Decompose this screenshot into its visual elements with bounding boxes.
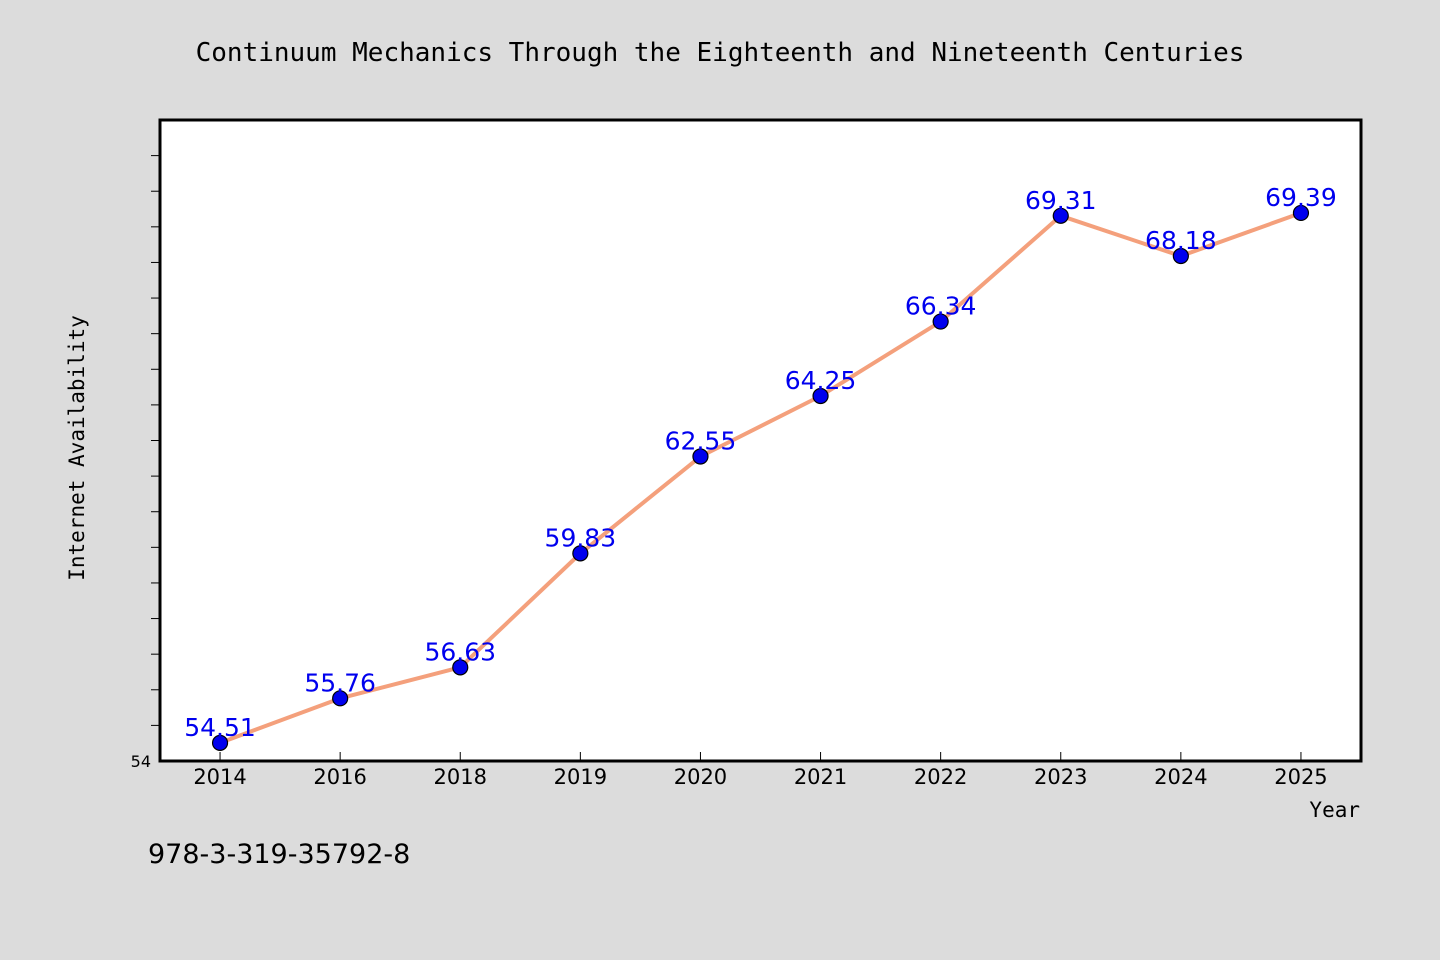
- isbn-text: 978-3-319-35792-8: [148, 839, 410, 870]
- x-tick-label: 2024: [1154, 765, 1207, 789]
- data-point: [452, 659, 469, 676]
- chart-title: Continuum Mechanics Through the Eighteen…: [196, 38, 1245, 68]
- x-tick-label: 2016: [313, 765, 366, 789]
- data-point: [1292, 204, 1310, 222]
- y-tick-label: 54: [131, 752, 151, 771]
- data-label: 54.51: [184, 713, 256, 742]
- data-point: [692, 448, 709, 465]
- data-point: [211, 734, 229, 751]
- x-tick-label: 2023: [1034, 765, 1087, 789]
- x-axis-label: Year: [1309, 798, 1360, 822]
- data-point: [812, 387, 829, 405]
- series-line-group: [219, 211, 1302, 745]
- x-axis-ticks: 2014 2016 2018 2019 2020 2021 2022 2023 2024 2025: [193, 752, 1328, 789]
- data-label: 66.34: [905, 292, 977, 321]
- plot-area: [158, 118, 1363, 763]
- data-label: 64.25: [785, 366, 857, 395]
- data-point: [1172, 247, 1189, 265]
- data-label: 59.83: [545, 523, 617, 552]
- data-point: [932, 313, 949, 330]
- x-tick-label: 2021: [794, 765, 847, 789]
- data-point: [332, 690, 349, 707]
- data-label: 69.31: [1025, 186, 1097, 215]
- x-tick-label: 2018: [434, 765, 487, 789]
- x-tick-label: 2022: [914, 765, 967, 789]
- data-label: 69.39: [1265, 183, 1337, 212]
- y-axis-label: Internet Availability: [65, 315, 89, 581]
- series-markers: [211, 204, 1310, 751]
- y-axis-ticks: 54: [131, 155, 160, 771]
- data-label: 62.55: [665, 427, 737, 456]
- data-labels: 54.51 55.76 56.63 59.83 62.55 64.25 66.34 69.31…: [184, 183, 1336, 742]
- x-tick-label: 2014: [193, 765, 246, 789]
- data-label: 68.18: [1145, 226, 1217, 255]
- series-line: [219, 211, 1302, 745]
- data-point: [1052, 207, 1069, 224]
- x-tick-label: 2025: [1274, 765, 1327, 789]
- data-label: 56.63: [424, 637, 496, 666]
- data-point: [572, 545, 589, 562]
- x-tick-label: 2019: [554, 765, 607, 789]
- data-label: 55.76: [304, 668, 376, 697]
- x-tick-label: 2020: [674, 765, 727, 789]
